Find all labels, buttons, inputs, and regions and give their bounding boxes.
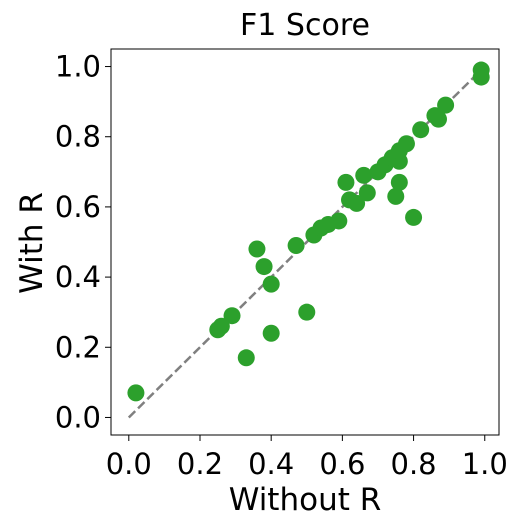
data-point-0 <box>127 384 145 402</box>
data-point-29 <box>412 121 430 139</box>
data-point-34 <box>472 68 490 86</box>
data-point-19 <box>358 184 376 202</box>
data-point-6 <box>255 258 273 276</box>
y-tick-label-1: 0.2 <box>55 330 101 364</box>
y-tick-label-2: 0.4 <box>55 260 101 294</box>
x-tick-label-5: 1.0 <box>462 447 508 481</box>
x-tick-label-2: 0.4 <box>248 447 294 481</box>
data-point-15 <box>337 173 355 191</box>
plot-frame <box>110 48 500 436</box>
y-axis: 0.0 0.2 0.4 0.6 0.8 1.0 <box>55 50 111 434</box>
data-point-31 <box>429 110 447 128</box>
data-point-4 <box>237 349 255 367</box>
x-tick-label-0: 0.0 <box>106 447 152 481</box>
x-tick-label-3: 0.6 <box>319 447 365 481</box>
data-point-14 <box>330 212 348 230</box>
data-point-23 <box>387 187 405 205</box>
y-axis-label: With R <box>14 192 50 294</box>
x-tick-label-1: 0.2 <box>177 447 223 481</box>
data-point-5 <box>248 240 266 258</box>
data-point-9 <box>287 237 305 255</box>
x-tick-label-4: 0.8 <box>391 447 437 481</box>
data-point-3 <box>223 307 241 325</box>
data-point-17 <box>348 194 366 212</box>
y-tick-label-5: 1.0 <box>55 50 101 84</box>
data-point-28 <box>405 208 423 226</box>
y-tick-label-0: 0.0 <box>55 400 101 434</box>
y-tick-label-3: 0.6 <box>55 190 101 224</box>
data-point-32 <box>437 96 455 114</box>
data-point-27 <box>397 135 415 153</box>
data-point-7 <box>262 275 280 293</box>
x-axis: 0.0 0.2 0.4 0.6 0.8 1.0 <box>106 435 508 481</box>
chart-title: F1 Score <box>240 8 370 43</box>
y-tick-label-4: 0.8 <box>55 120 101 154</box>
data-point-18 <box>355 166 373 184</box>
plot-area <box>110 48 500 436</box>
data-point-10 <box>298 303 316 321</box>
data-points <box>127 61 490 402</box>
data-point-24 <box>390 173 408 191</box>
x-axis-label: Without R <box>229 482 382 518</box>
data-point-8 <box>262 324 280 342</box>
data-point-2 <box>212 317 230 335</box>
